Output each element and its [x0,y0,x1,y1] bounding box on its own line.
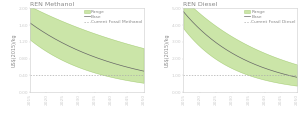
Base [182,11,185,12]
Legend: Range, Base, Current Fossil Diesel: Range, Base, Current Fossil Diesel [244,9,296,25]
Legend: Range, Base, Current Fossil Methanol: Range, Base, Current Fossil Methanol [84,9,143,25]
Base [295,77,299,78]
Base [98,58,101,59]
Base [96,57,99,59]
Y-axis label: US$(2015)/kg: US$(2015)/kg [11,33,16,67]
Base [124,66,128,67]
Base [142,70,146,72]
Base [95,57,99,59]
Base [285,74,288,76]
Text: REN Methanol: REN Methanol [30,2,74,7]
Base [251,63,255,64]
Base [277,72,281,74]
Base [28,22,32,24]
Line: Base: Base [30,23,144,71]
Text: REN Diesel: REN Diesel [183,2,217,7]
Base [131,68,135,69]
Base [249,62,252,63]
Base [28,23,32,24]
Base [182,11,186,13]
Base [249,62,253,63]
Y-axis label: US$(2015)/kg: US$(2015)/kg [164,33,169,67]
Line: Base: Base [183,12,297,77]
